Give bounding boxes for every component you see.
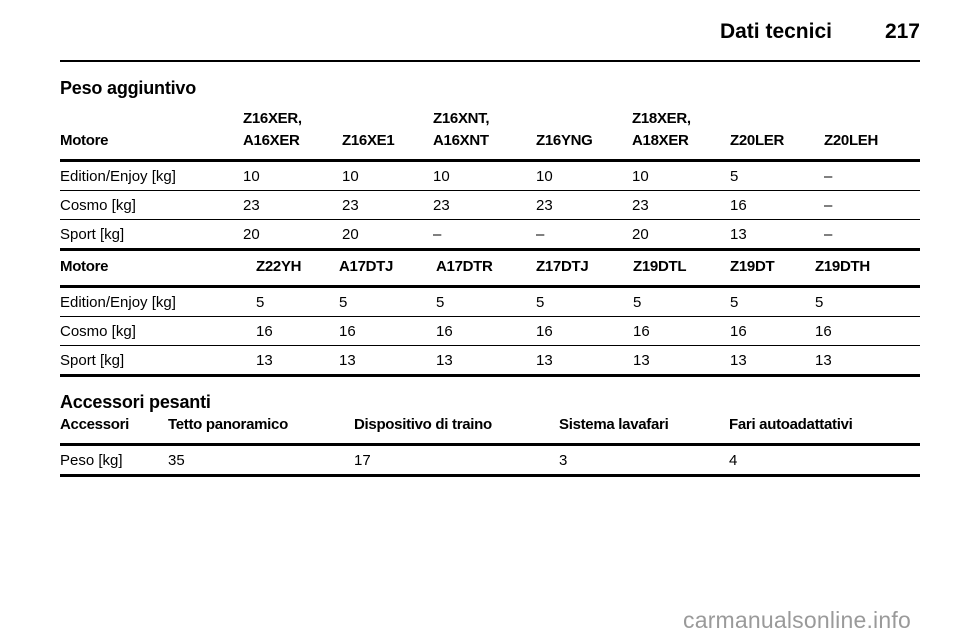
table-cell: 17 [354, 444, 559, 477]
table-cell: – [433, 219, 536, 251]
table-cell: 16 [339, 316, 436, 346]
table-cell: – [824, 190, 920, 220]
table-cell: 23 [342, 190, 433, 220]
table-header-row: Motore Z16XER, A16XER Z16XE1 Z16XNT, A16XN… [60, 108, 920, 162]
row-label: Edition/Enjoy [kg] [60, 286, 256, 317]
table-cell: 5 [256, 286, 339, 317]
col-header-z16xe1: Z16XE1 [342, 108, 433, 162]
table-cell: 35 [168, 444, 354, 477]
table-cell: 16 [730, 190, 824, 220]
table-cell: 13 [436, 345, 536, 377]
table-cell: 10 [243, 160, 342, 191]
page-title: Dati tecnici [719, 20, 832, 43]
col-header-z16xer: Z16XER, A16XER [243, 108, 342, 162]
col-header-a17dtj: A17DTJ [339, 256, 436, 288]
section-title-accessori-pesanti: Accessori pesanti [60, 392, 211, 412]
table-header-row: Accessori Tetto panoramico Dispositivo d… [60, 414, 920, 446]
table-cell: 10 [536, 160, 632, 191]
table-row: Cosmo [kg] 16 16 16 16 16 16 16 [60, 316, 920, 346]
row-label: Sport [kg] [60, 219, 243, 251]
col-header-motore: Motore [60, 256, 256, 288]
table-cell: 13 [536, 345, 633, 377]
table-cell: 5 [730, 160, 824, 191]
section-title-peso-aggiuntivo: Peso aggiuntivo [60, 78, 197, 98]
table-header-row: Motore Z22YH A17DTJ A17DTR Z17DTJ Z19DTL… [60, 256, 920, 288]
row-label: Peso [kg] [60, 444, 168, 477]
row-label: Cosmo [kg] [60, 190, 243, 220]
table-peso-aggiuntivo-1: Motore Z16XER, A16XER Z16XE1 Z16XNT, A16XN… [60, 108, 920, 251]
table-accessori-pesanti: Accessori Tetto panoramico Dispositivo d… [60, 414, 920, 477]
table-cell: 16 [256, 316, 339, 346]
table-peso-aggiuntivo-2: Motore Z22YH A17DTJ A17DTR Z17DTJ Z19DTL… [60, 256, 920, 377]
table-cell: – [824, 160, 920, 191]
watermark-text: carmanualsonline.info [683, 607, 911, 633]
page-number: 217 [884, 20, 920, 43]
col-header-z18xer: Z18XER, A18XER [632, 108, 730, 162]
col-header-sistema-lavafari: Sistema lavafari [559, 414, 729, 446]
table-cell: 13 [633, 345, 730, 377]
col-header-dispositivo-di-traino: Dispositivo di traino [354, 414, 559, 446]
col-header-z16xnt: Z16XNT, A16XNT [433, 108, 536, 162]
col-header-z17dtj: Z17DTJ [536, 256, 633, 288]
table-cell: 13 [730, 219, 824, 251]
col-header-z16yng: Z16YNG [536, 108, 632, 162]
row-label: Edition/Enjoy [kg] [60, 160, 243, 191]
table-cell: 5 [815, 286, 920, 317]
col-header-z20leh: Z20LEH [824, 108, 920, 162]
col-header-accessori: Accessori [60, 414, 168, 446]
table-cell: 4 [729, 444, 920, 477]
table-cell: 16 [633, 316, 730, 346]
table-cell: – [536, 219, 632, 251]
table-cell: 5 [730, 286, 815, 317]
table-cell: 10 [632, 160, 730, 191]
row-label: Sport [kg] [60, 345, 256, 377]
table-cell: 13 [339, 345, 436, 377]
table-cell: 23 [632, 190, 730, 220]
table-cell: 5 [339, 286, 436, 317]
table-cell: 23 [243, 190, 342, 220]
col-header-z19dt: Z19DT [730, 256, 815, 288]
table-cell: 20 [632, 219, 730, 251]
table-row: Edition/Enjoy [kg] 5 5 5 5 5 5 5 [60, 286, 920, 317]
table-cell: 10 [433, 160, 536, 191]
table-row: Sport [kg] 20 20 – – 20 13 – [60, 219, 920, 251]
table-cell: 20 [243, 219, 342, 251]
col-header-z19dth: Z19DTH [815, 256, 920, 288]
col-header-z19dtl: Z19DTL [633, 256, 730, 288]
table-cell: 16 [436, 316, 536, 346]
col-header-fari-autoadattativi: Fari autoadattativi [729, 414, 920, 446]
col-header-tetto-panoramico: Tetto panoramico [168, 414, 354, 446]
page-header: Dati tecnici 217 [60, 16, 920, 62]
table-cell: 10 [342, 160, 433, 191]
table-row: Cosmo [kg] 23 23 23 23 23 16 – [60, 190, 920, 220]
table-row: Edition/Enjoy [kg] 10 10 10 10 10 5 – [60, 160, 920, 191]
table-cell: 5 [436, 286, 536, 317]
table-cell: 13 [815, 345, 920, 377]
table-cell: 16 [815, 316, 920, 346]
table-cell: 23 [536, 190, 632, 220]
table-cell: 5 [536, 286, 633, 317]
col-header-z20ler: Z20LER [730, 108, 824, 162]
table-cell: 13 [256, 345, 339, 377]
table-cell: 13 [730, 345, 815, 377]
table-row: Sport [kg] 13 13 13 13 13 13 13 [60, 345, 920, 377]
table-cell: – [824, 219, 920, 251]
col-header-a17dtr: A17DTR [436, 256, 536, 288]
row-label: Cosmo [kg] [60, 316, 256, 346]
table-cell: 23 [433, 190, 536, 220]
table-cell: 16 [730, 316, 815, 346]
col-header-motore: Motore [60, 108, 243, 162]
table-cell: 5 [633, 286, 730, 317]
table-cell: 3 [559, 444, 729, 477]
table-row: Peso [kg] 35 17 3 4 [60, 444, 920, 477]
table-cell: 20 [342, 219, 433, 251]
table-cell: 16 [536, 316, 633, 346]
col-header-z22yh: Z22YH [256, 256, 339, 288]
